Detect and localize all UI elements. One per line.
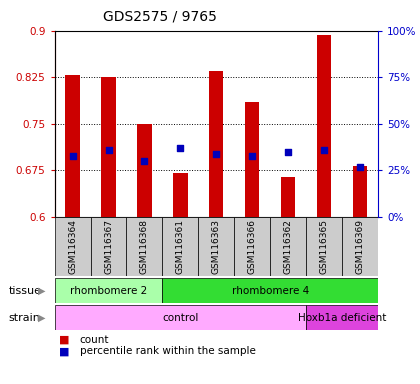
Text: Hoxb1a deficient: Hoxb1a deficient	[298, 313, 386, 323]
Text: GSM116367: GSM116367	[104, 219, 113, 274]
Bar	[91, 217, 126, 276]
Text: GDS2575 / 9765: GDS2575 / 9765	[102, 10, 217, 23]
Bar	[137, 124, 152, 217]
Text: tissue: tissue	[8, 286, 42, 296]
Bar	[126, 217, 163, 276]
Bar	[270, 217, 306, 276]
Point	[141, 158, 148, 164]
Text: GSM116361: GSM116361	[176, 219, 185, 274]
Point	[69, 152, 76, 159]
Text: strain: strain	[8, 313, 40, 323]
Bar	[55, 278, 163, 303]
Point	[177, 145, 184, 151]
Bar	[163, 278, 378, 303]
Point	[285, 149, 291, 155]
Text: ■: ■	[59, 335, 69, 345]
Text: control: control	[162, 313, 199, 323]
Text: rhombomere 4: rhombomere 4	[231, 286, 309, 296]
Point	[357, 164, 363, 170]
Bar	[306, 305, 378, 330]
Bar	[245, 102, 260, 217]
Bar	[317, 35, 331, 217]
Text: GSM116363: GSM116363	[212, 219, 221, 274]
Bar	[281, 177, 295, 217]
Bar	[198, 217, 234, 276]
Text: ▶: ▶	[38, 286, 46, 296]
Bar	[209, 71, 223, 217]
Text: ■: ■	[59, 346, 69, 356]
Text: GSM116366: GSM116366	[248, 219, 257, 274]
Text: percentile rank within the sample: percentile rank within the sample	[80, 346, 256, 356]
Bar	[342, 217, 378, 276]
Bar	[101, 77, 116, 217]
Text: GSM116364: GSM116364	[68, 219, 77, 274]
Bar	[163, 217, 198, 276]
Text: GSM116365: GSM116365	[320, 219, 328, 274]
Point	[321, 147, 328, 153]
Bar	[55, 217, 91, 276]
Bar	[353, 166, 367, 217]
Text: GSM116369: GSM116369	[356, 219, 365, 274]
Point	[249, 152, 256, 159]
Bar	[173, 173, 188, 217]
Bar	[55, 305, 306, 330]
Point	[105, 147, 112, 153]
Bar	[66, 75, 80, 217]
Text: count: count	[80, 335, 109, 345]
Text: ▶: ▶	[38, 313, 46, 323]
Point	[213, 151, 220, 157]
Bar	[306, 217, 342, 276]
Text: GSM116368: GSM116368	[140, 219, 149, 274]
Text: GSM116362: GSM116362	[284, 219, 293, 274]
Text: rhombomere 2: rhombomere 2	[70, 286, 147, 296]
Bar	[234, 217, 270, 276]
